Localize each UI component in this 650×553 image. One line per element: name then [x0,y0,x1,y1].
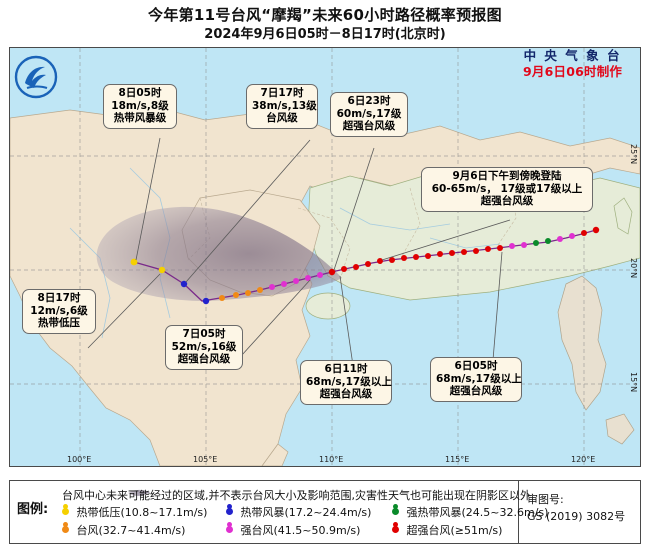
legend-label-sty: 强台风(41.5~50.9m/s) [240,524,361,537]
callout-6th-05[interactable]: 6日05时 68m/s,17级以上 超强台风级 [430,357,522,402]
landmass-philippines-south [605,413,635,445]
track-points [130,226,600,305]
callout-time: 7日17时 [260,87,304,99]
callout-time: 6日23时 [347,95,391,107]
callout-grade: 热带风暴级 [113,112,167,124]
legend-title: 图例: [17,502,49,517]
legend-dot-ty [62,521,69,533]
legend-label-superty: 超强台风(≥51m/s) [406,524,503,537]
callout-grade: 超强台风级 [177,353,231,365]
callout-wind: 60-65m/s， 17级或17级以上 [431,182,583,195]
callout-grade: 热带低压 [38,317,80,329]
callout-grade: 超强台风级 [449,385,503,397]
callout-wind: 68m/s,17级以上 [436,372,522,385]
lat-tick-25n: 25°N [629,144,638,165]
lon-tick-120e: 120°E [571,455,596,464]
callout-8th-05[interactable]: 8日05时 18m/s,8级 热带风暴级 [103,84,177,129]
callout-time: 8日05时 [118,87,162,99]
callout-grade: 超强台风级 [342,120,396,132]
legend-label-sts: 强热带风暴(24.5~32.6m/s) [406,506,549,519]
callout-time: 6日11时 [324,363,368,375]
shaded-cone-swatch [128,489,150,496]
legend-item-ty: 台风(32.7~41.4m/s) [62,521,186,538]
landmass-taiwan [613,197,633,235]
legend-panel: 图例: 台风中心未来可能经过的区域,并不表示台风大小及影响范围,灾害性天气也可能… [9,480,641,544]
lon-tick-105e: 105°E [193,455,218,464]
callout-grade: 台风级 [266,112,298,124]
callout-wind: 38m/s,13级 [252,99,317,112]
legend-item-sty: 强台风(41.5~50.9m/s) [226,521,361,538]
legend-item-superty: 超强台风(≥51m/s) [392,521,503,538]
review-info: 审图号: GS (2019) 3082号 [518,481,640,543]
lon-tick-100e: 100°E [67,455,92,464]
callout-6th-11[interactable]: 6日11时 68m/s,17级以上 超强台风级 [300,360,392,405]
callout-8th-17[interactable]: 8日17时 12m/s,6级 热带低压 [22,289,96,334]
landmass-luzon [557,275,607,411]
landmass-malay [261,443,289,466]
lon-tick-115e: 115°E [445,455,470,464]
agency-name: 中 央 气 象 台 [523,48,622,63]
review-number: GS (2019) 3082号 [527,510,626,523]
legend-body: 图例: 台风中心未来可能经过的区域,并不表示台风大小及影响范围,灾害性天气也可能… [10,481,548,543]
lat-tick-20n: 20°N [629,258,638,279]
legend-dot-ts [226,503,233,515]
lon-tick-110e: 110°E [319,455,344,464]
callout-7th-17[interactable]: 7日17时 38m/s,13级 台风级 [246,84,318,129]
legend-item-td: 热带低压(10.8~17.1m/s) [62,503,208,520]
legend-dot-superty [392,521,399,533]
legend-note: 台风中心未来可能经过的区域,并不表示台风大小及影响范围,灾害性天气也可能出现在阴… [62,489,531,502]
page-title: 今年第11号台风“摩羯”未来60小时路径概率预报图 2024年9月6日05时－8… [0,6,650,44]
legend-dot-sts [392,503,399,515]
callout-grade: 超强台风级 [319,388,373,400]
callout-wind: 68m/s,17级以上 [306,375,392,388]
review-label: 审图号: [527,493,564,506]
title-subtitle: 2024年9月6日05时－8日17时(北京时) [204,27,446,42]
callout-landfall[interactable]: 9月6日下午到傍晚登陆 60-65m/s， 17级或17级以上 超强台风级 [421,167,593,212]
callout-wind: 52m/s,16级 [171,340,237,353]
callout-time: 6日05时 [454,360,498,372]
agency-stamp: 中 央 气 象 台 9月6日06时制作 [523,48,622,80]
legend-dot-td [62,503,69,515]
callout-7th-05[interactable]: 7日05时 52m/s,16级 超强台风级 [165,325,243,370]
callout-time: 8日17时 [37,292,81,304]
callout-time: 9月6日下午到傍晚登陆 [452,170,562,182]
callout-wind: 12m/s,6级 [30,304,88,317]
legend-label-td: 热带低压(10.8~17.1m/s) [76,506,208,519]
legend-item-ts: 热带风暴(17.2~24.4m/s) [226,503,372,520]
landmass-hainan [305,292,351,320]
callout-6th-23[interactable]: 6日23时 60m/s,17级 超强台风级 [330,92,408,137]
callout-grade: 超强台风级 [480,195,534,207]
cma-logo-icon [14,55,58,99]
issue-time: 9月6日06时制作 [523,64,623,79]
legend-item-sts: 强热带风暴(24.5~32.6m/s) [392,503,549,520]
legend-label-ty: 台风(32.7~41.4m/s) [76,524,186,537]
callout-time: 7日05时 [182,328,226,340]
probability-cone [96,206,342,301]
lat-tick-15n: 15°N [629,372,638,393]
callout-wind: 60m/s,17级 [336,107,402,120]
legend-label-ts: 热带风暴(17.2~24.4m/s) [240,506,372,519]
title-main: 今年第11号台风“摩羯”未来60小时路径概率预报图 [148,6,502,24]
legend-dot-sty [226,521,233,533]
callout-wind: 18m/s,8级 [111,99,169,112]
